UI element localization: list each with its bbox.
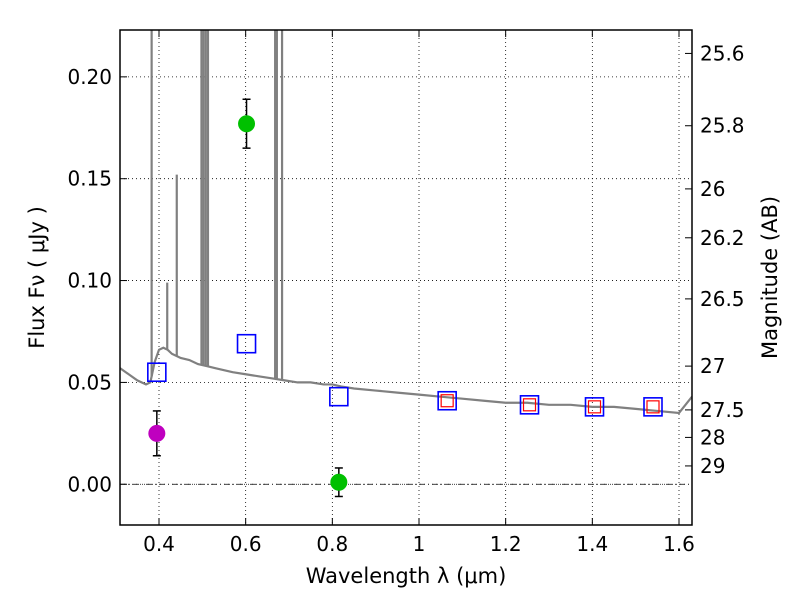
data-point	[238, 115, 256, 133]
model-square-red	[646, 400, 660, 414]
model-square-red	[440, 394, 454, 408]
model-square-blue	[519, 395, 540, 415]
y2-tick-label: 26.2	[700, 226, 745, 250]
ticks: 0.4 0.6 0.8 1 1.2 1.4 1.6 0.00 0.05 0.10 0.15 0.20 2…	[67, 30, 745, 556]
y2-tick-label: 26.5	[700, 287, 745, 311]
y-tick-label: 0.05	[67, 370, 112, 394]
plot-frame	[119, 29, 693, 526]
y-axis-label: Flux Fν ( μJy )	[25, 206, 49, 349]
x-tick-label: 0.6	[230, 532, 262, 556]
x-tick-label: 1	[413, 532, 426, 556]
spectrum-line	[120, 346, 692, 415]
model-square-red	[587, 400, 602, 414]
y2-tick-label: 25.8	[700, 114, 745, 138]
plot-clip-group	[120, 30, 692, 415]
y2-tick-label: 27	[700, 354, 725, 378]
y-tick-label: 0.20	[67, 65, 112, 89]
x-tick-label: 0.8	[316, 532, 348, 556]
y2-tick-label: 25.6	[700, 41, 745, 65]
y2-tick-label: 29	[700, 454, 725, 478]
y2-tick-label: 27.5	[700, 398, 745, 422]
model-square-blue	[147, 362, 167, 383]
y2-tick-label: 26	[700, 177, 725, 201]
data-point	[330, 473, 348, 491]
model-square-red	[522, 398, 537, 412]
y-tick-label: 0.15	[67, 167, 112, 191]
model-square-blue	[236, 333, 257, 354]
x-tick-label: 1.2	[490, 532, 522, 556]
x-tick-label: 0.4	[143, 532, 175, 556]
y-tick-label: 0.00	[67, 472, 112, 496]
x-tick-label: 1.4	[576, 532, 608, 556]
grid	[120, 30, 692, 525]
model-square-blue	[437, 390, 457, 411]
plot-area	[120, 30, 692, 498]
y2-axis-label: Magnitude (AB)	[758, 196, 782, 359]
model-square-blue	[584, 397, 605, 417]
data-point	[148, 424, 166, 442]
model-square-blue	[643, 397, 663, 417]
x-axis-label: Wavelength λ (μm)	[306, 564, 507, 588]
y-tick-label: 0.10	[67, 269, 112, 293]
model-square-blue	[329, 386, 349, 407]
x-tick-label: 1.6	[663, 532, 695, 556]
y2-tick-label: 28	[700, 425, 725, 449]
